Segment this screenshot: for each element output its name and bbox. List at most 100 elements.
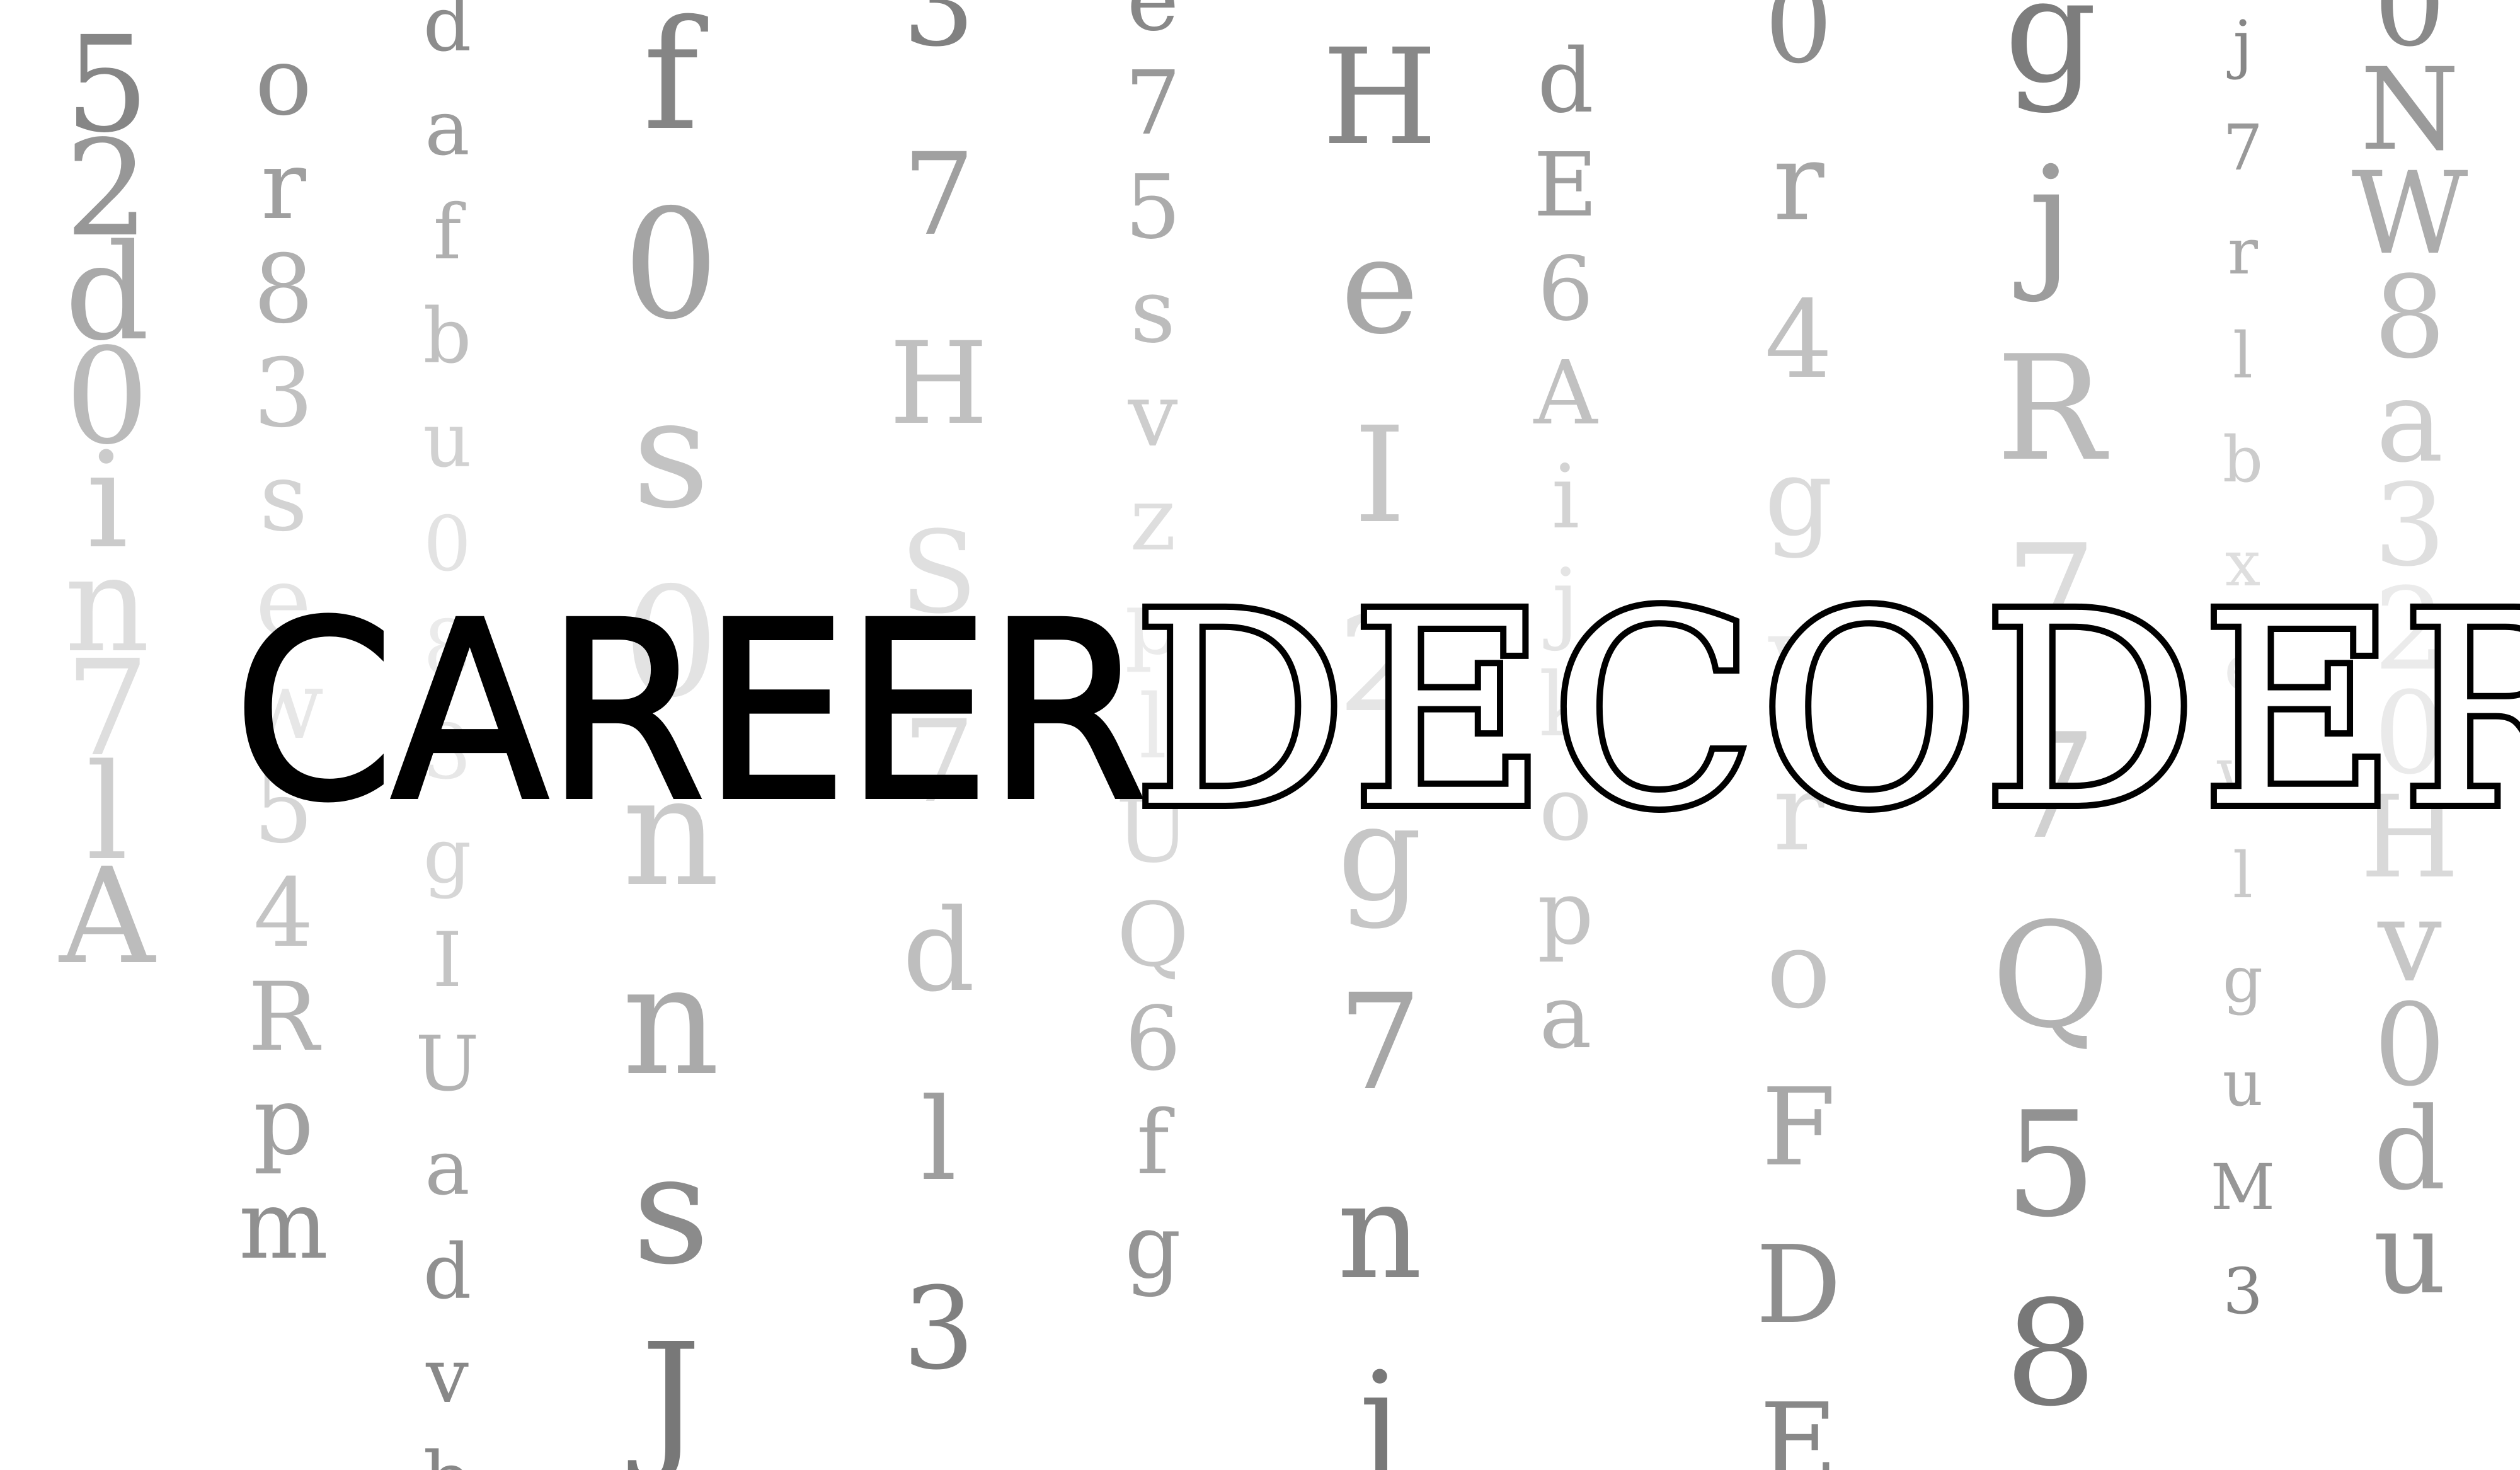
background-character: 8	[2004, 1270, 2097, 1438]
background-character: l	[2233, 839, 2253, 912]
background-character: l	[1138, 676, 1167, 779]
background-character: 2	[2373, 564, 2446, 696]
background-character: 3	[253, 339, 314, 449]
background-character: f	[643, 0, 699, 164]
background-character: D	[1755, 1223, 1842, 1348]
background-character: s	[1130, 260, 1176, 363]
background-character: U	[1116, 780, 1190, 883]
background-character: 0	[2373, 668, 2446, 800]
background-character: 3	[902, 1263, 975, 1395]
background-character: 3	[902, 0, 975, 72]
background-character: j	[1359, 1343, 1400, 1470]
background-character: W	[2351, 148, 2468, 280]
background-character: k	[1538, 654, 1593, 757]
background-character: d	[2373, 1084, 2446, 1215]
background-character: 2	[65, 112, 149, 266]
background-character: 8	[2373, 252, 2446, 384]
background-character: r	[261, 131, 306, 241]
background-character: 6	[1125, 988, 1181, 1091]
background-character: 3	[2373, 460, 2446, 592]
background-character: g	[1125, 1196, 1181, 1299]
background-character: I	[1353, 398, 1406, 553]
background-character: 0	[622, 176, 719, 353]
background-character: e	[1340, 209, 1419, 364]
background-character: p	[253, 1067, 314, 1176]
background-character: 6	[1537, 238, 1594, 341]
background-character: p	[1125, 572, 1181, 675]
background-character: b	[423, 1443, 472, 1470]
background-character: x	[2225, 527, 2261, 600]
background-character: A	[1533, 342, 1598, 445]
background-character: 0	[1764, 0, 1833, 88]
background-character: 3	[423, 709, 472, 796]
background-character: g	[1337, 776, 1423, 931]
background-character: j	[1552, 550, 1579, 653]
background-character: d	[1537, 30, 1594, 133]
background-character: 7	[2004, 703, 2097, 871]
background-character: a	[425, 1125, 470, 1212]
background-character: u	[423, 397, 472, 485]
background-character: l	[2233, 319, 2253, 393]
background-character: p	[1537, 862, 1594, 965]
background-character: j	[2028, 136, 2073, 304]
background-character: 5	[1125, 156, 1181, 259]
background-character: 7	[1337, 965, 1422, 1120]
background-character: l	[920, 1074, 957, 1206]
background-character: 0	[2373, 980, 2446, 1111]
background-character: 0	[622, 554, 719, 731]
background-character: E	[1533, 134, 1598, 237]
background-character: d	[423, 0, 472, 69]
background-character: I	[432, 917, 462, 1004]
background-character: 7	[902, 129, 975, 261]
background-character: a	[425, 85, 470, 173]
background-character: 4	[1764, 278, 1833, 403]
background-character: A	[59, 839, 155, 994]
background-character: u	[2373, 1188, 2446, 1319]
background-character: 2	[1337, 587, 1422, 742]
background-character: s	[632, 365, 710, 542]
background-character: N	[2360, 44, 2460, 176]
background-character: f	[1137, 1092, 1169, 1195]
background-character: v	[1768, 593, 1830, 718]
background-character: 7	[902, 696, 975, 828]
background-character: r	[1773, 120, 1824, 245]
background-character: m	[238, 1171, 329, 1280]
logo-word-decoder: DECODER	[1128, 558, 2520, 866]
background-character: d	[423, 1229, 472, 1316]
background-character: g	[1764, 435, 1833, 560]
background-character: E	[1759, 1381, 1838, 1470]
background-character: i	[1551, 446, 1580, 549]
background-character: w	[243, 651, 324, 761]
background-character: 7	[65, 631, 149, 786]
background-character: s	[632, 1122, 710, 1298]
background-character: l	[86, 735, 129, 890]
background-character: e	[2224, 631, 2262, 704]
background-character: J	[640, 1311, 702, 1470]
background-character: v	[426, 1333, 469, 1420]
background-character: n	[622, 933, 720, 1109]
background-character: a	[1539, 966, 1592, 1069]
background-character: o	[255, 27, 312, 137]
background-character: e	[1127, 0, 1179, 44]
background-character: z	[1130, 468, 1176, 571]
background-character: b	[423, 293, 472, 381]
background-character: 7	[1125, 52, 1181, 155]
background-character: 0	[65, 319, 149, 474]
background-character: d	[64, 215, 150, 370]
background-character: g	[2004, 0, 2097, 115]
background-character: 8	[423, 605, 472, 692]
background-character: i	[86, 423, 129, 578]
background-character: r	[2228, 215, 2258, 289]
background-character: n	[1337, 1154, 1423, 1309]
background-character: a	[2376, 356, 2444, 488]
background-character: 4	[253, 859, 314, 968]
background-character: R	[248, 963, 319, 1072]
background-character: j	[2233, 7, 2253, 81]
background-character: 8	[253, 235, 314, 345]
background-character: u	[2222, 1047, 2264, 1120]
logo-word-career: CAREER	[231, 569, 1149, 855]
background-character: b	[2222, 423, 2264, 497]
background-character: n	[64, 527, 150, 682]
background-character: o	[1766, 908, 1831, 1033]
